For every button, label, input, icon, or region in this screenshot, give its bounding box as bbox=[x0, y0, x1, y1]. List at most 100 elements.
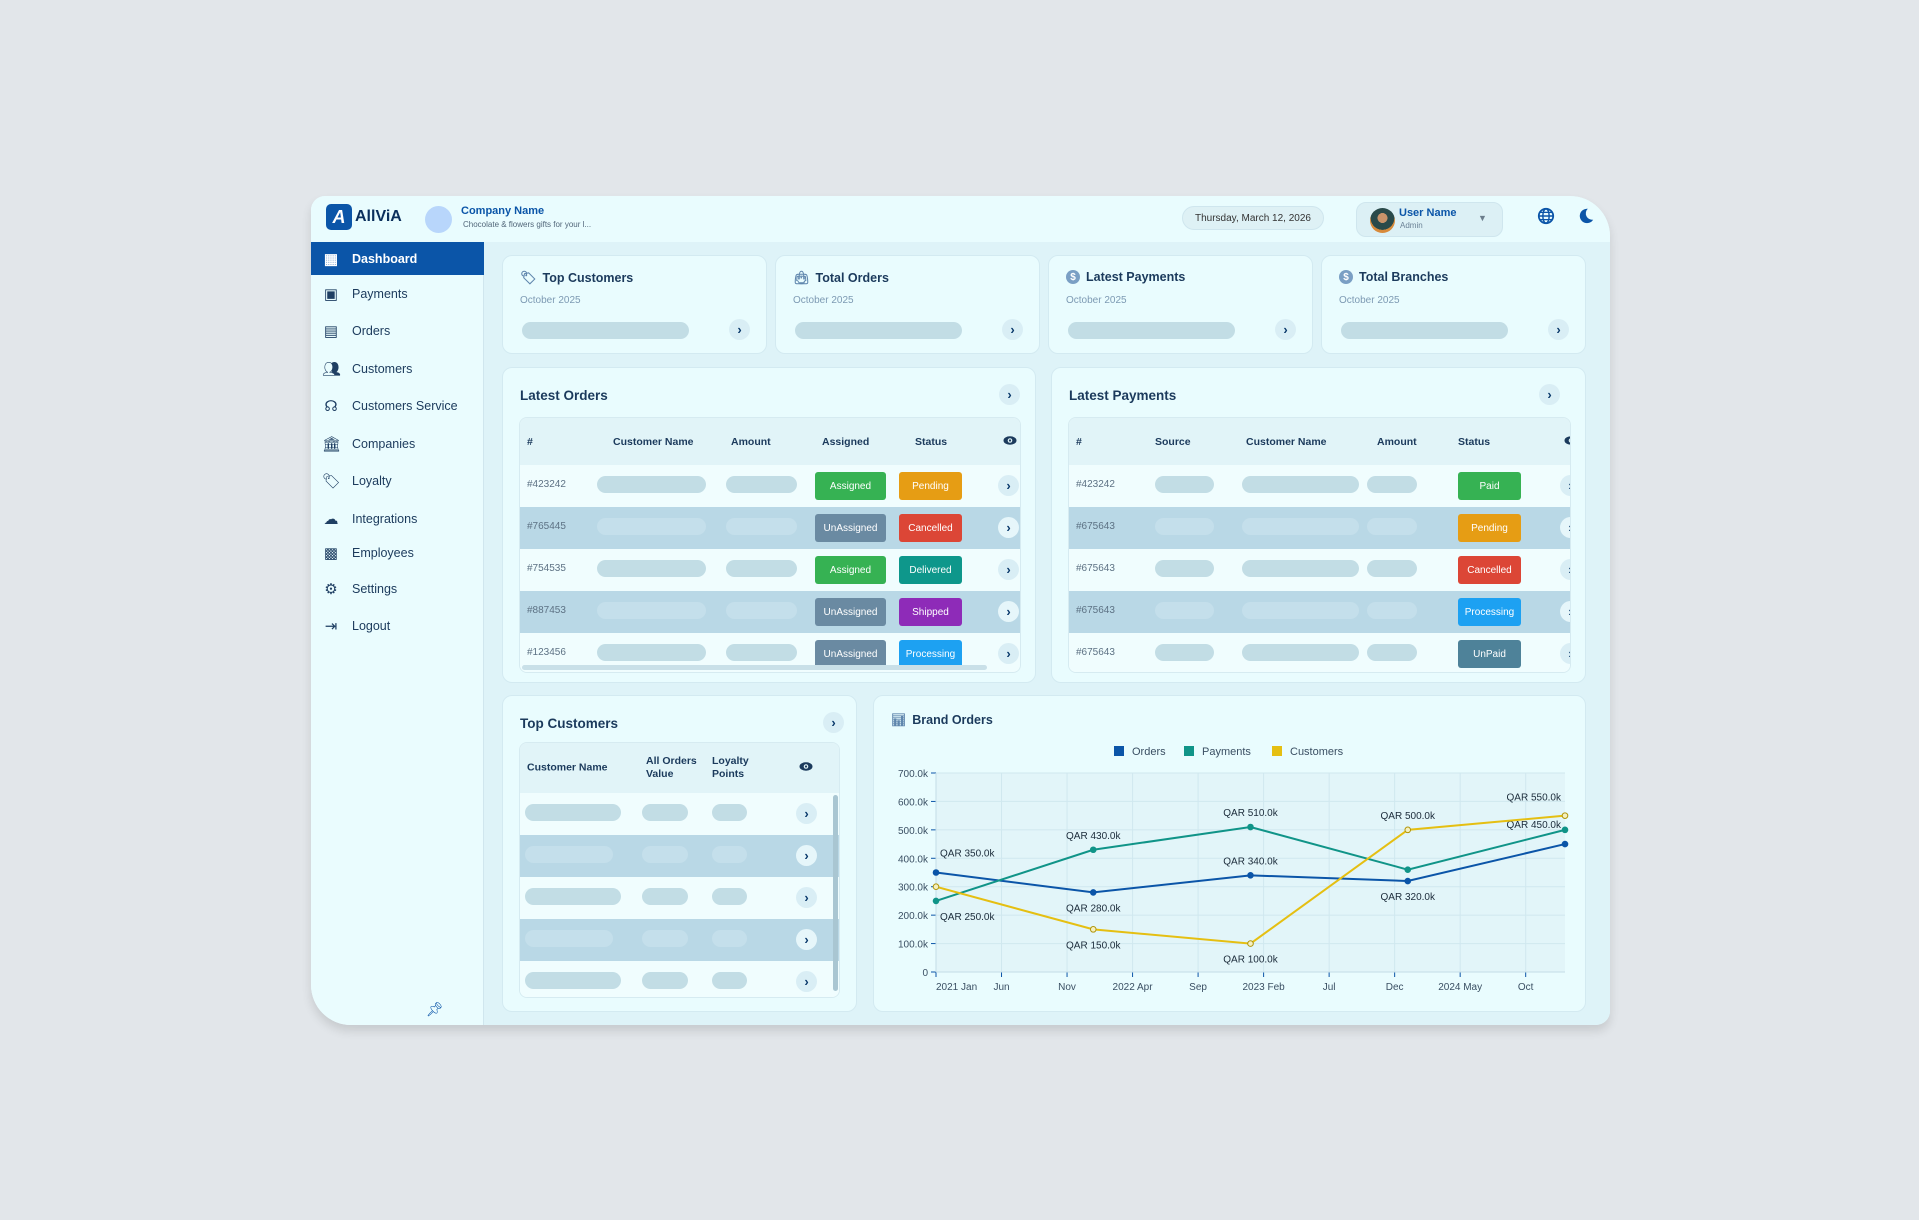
stat-card-open-button[interactable]: › bbox=[1275, 319, 1296, 340]
row-open-button[interactable]: › bbox=[796, 971, 817, 992]
stat-title-text: Total Branches bbox=[1359, 270, 1449, 284]
globe-icon[interactable] bbox=[1537, 207, 1555, 230]
row-open-button[interactable]: › bbox=[796, 929, 817, 950]
moon-icon[interactable] bbox=[1577, 207, 1595, 230]
orders-value-placeholder bbox=[642, 972, 688, 989]
sidebar-item-integrations[interactable]: ☁ Integrations bbox=[311, 500, 484, 537]
table-row[interactable]: › bbox=[520, 793, 839, 835]
panel-title: Latest Orders bbox=[520, 388, 608, 403]
assigned-badge: UnAssigned bbox=[815, 640, 886, 668]
row-open-button[interactable]: › bbox=[998, 601, 1019, 622]
table-row[interactable]: #423242 Assigned Pending › bbox=[520, 465, 1020, 507]
orders-icon: ▤ bbox=[323, 322, 339, 340]
column-header[interactable]: Status bbox=[1458, 435, 1491, 448]
pin-icon[interactable]: 📌︎ bbox=[426, 1001, 444, 1017]
stat-value-placeholder bbox=[795, 322, 962, 339]
customer-name-placeholder bbox=[525, 804, 621, 821]
table-row[interactable]: #675643 UnPaid › bbox=[1069, 633, 1570, 672]
panel-title: Latest Payments bbox=[1069, 388, 1177, 403]
sidebar-item-loyalty[interactable]: 🏷︎ Loyalty bbox=[311, 462, 484, 499]
brand-orders-panel: 📊︎ Brand Orders Orders Payments Customers 0 10… bbox=[873, 695, 1586, 1012]
sidebar-item-payments[interactable]: ▣ Payments bbox=[311, 275, 484, 312]
current-date: Thursday, March 12, 2026 bbox=[1182, 206, 1324, 230]
sidebar-item-settings[interactable]: ⚙ Settings bbox=[311, 570, 484, 607]
legend-label: Orders bbox=[1132, 746, 1166, 758]
sidebar-item-customers-service[interactable]: ☊ Customers Service bbox=[311, 387, 484, 424]
eye-icon[interactable] bbox=[1003, 435, 1017, 448]
stat-card-open-button[interactable]: › bbox=[729, 319, 750, 340]
stat-card-open-button[interactable]: › bbox=[1002, 319, 1023, 340]
table-row[interactable]: › bbox=[520, 877, 839, 919]
column-header[interactable]: Customer Name bbox=[1246, 435, 1327, 448]
column-header[interactable]: Loyalty Points bbox=[712, 755, 749, 780]
sidebar-item-label: Companies bbox=[352, 436, 416, 451]
column-header[interactable]: Assigned bbox=[822, 435, 870, 448]
table-row[interactable]: › bbox=[520, 835, 839, 877]
customer-name-placeholder bbox=[525, 888, 621, 905]
row-open-button[interactable]: › bbox=[796, 845, 817, 866]
data-point-payments bbox=[1404, 866, 1412, 873]
row-open-button[interactable]: › bbox=[796, 887, 817, 908]
sidebar-item-customers[interactable]: 👥︎ Customers bbox=[311, 350, 484, 387]
column-header[interactable]: All Orders Value bbox=[646, 755, 697, 780]
row-open-button[interactable]: › bbox=[1560, 643, 1570, 664]
table-row[interactable]: #765445 UnAssigned Cancelled › bbox=[520, 507, 1020, 549]
row-open-button[interactable]: › bbox=[998, 559, 1019, 580]
sidebar-item-dashboard[interactable]: ▦ Dashboard bbox=[311, 242, 484, 275]
eye-icon[interactable] bbox=[799, 762, 813, 775]
row-open-button[interactable]: › bbox=[998, 475, 1019, 496]
sidebar-item-orders[interactable]: ▤ Orders bbox=[311, 312, 484, 349]
stat-period: October 2025 bbox=[520, 295, 581, 306]
column-header[interactable]: # bbox=[527, 435, 533, 448]
dollar-icon: $ bbox=[1339, 270, 1353, 284]
row-open-button[interactable]: › bbox=[1560, 601, 1570, 622]
row-open-button[interactable]: › bbox=[1560, 475, 1570, 496]
table-row[interactable]: #887453 UnAssigned Shipped › bbox=[520, 591, 1020, 633]
column-header[interactable]: Source bbox=[1155, 435, 1191, 448]
table-row[interactable]: #423242 Paid › bbox=[1069, 465, 1570, 507]
amount-placeholder bbox=[726, 518, 797, 535]
table-row[interactable]: #754535 Assigned Delivered › bbox=[520, 549, 1020, 591]
sidebar-item-label: Employees bbox=[352, 545, 414, 560]
column-header[interactable]: Amount bbox=[1377, 435, 1417, 448]
horizontal-scrollbar[interactable] bbox=[522, 665, 987, 670]
eye-icon[interactable] bbox=[1564, 435, 1570, 448]
legend-label: Payments bbox=[1202, 746, 1251, 758]
table-row[interactable]: #675643 Cancelled › bbox=[1069, 549, 1570, 591]
order-id: #765445 bbox=[527, 521, 566, 532]
row-open-button[interactable]: › bbox=[1560, 517, 1570, 538]
logo[interactable]: A AllViA bbox=[326, 204, 402, 230]
table-row[interactable]: › bbox=[520, 919, 839, 961]
line-chart: Orders Payments Customers 0 100.0k 200.0k 300.… bbox=[898, 746, 1569, 993]
column-header[interactable]: Customer Name bbox=[613, 435, 694, 448]
order-id: #754535 bbox=[527, 563, 566, 574]
data-label: QAR 100.0k bbox=[1223, 955, 1278, 966]
panel-open-button[interactable]: › bbox=[1539, 384, 1560, 405]
y-tick-label: 200.0k bbox=[898, 911, 929, 922]
table-row[interactable]: › bbox=[520, 961, 839, 997]
sidebar: ▦ Dashboard ▣ Payments ▤ Orders 👥︎ Customers ☊ Cu… bbox=[311, 242, 484, 1025]
sidebar-item-companies[interactable]: 🏛︎ Companies bbox=[311, 425, 484, 462]
column-header[interactable]: Amount bbox=[731, 435, 771, 448]
panel-open-button[interactable]: › bbox=[999, 384, 1020, 405]
customer-name-placeholder bbox=[1242, 476, 1359, 493]
column-header[interactable]: # bbox=[1076, 435, 1082, 448]
y-tick-label: 100.0k bbox=[898, 940, 929, 951]
row-open-button[interactable]: › bbox=[1560, 559, 1570, 580]
row-open-button[interactable]: › bbox=[998, 643, 1019, 664]
column-header[interactable]: Status bbox=[915, 435, 948, 448]
panel-open-button[interactable]: › bbox=[823, 712, 844, 733]
amount-placeholder bbox=[1367, 518, 1417, 535]
sidebar-item-logout[interactable]: ⇥ Logout bbox=[311, 607, 484, 644]
stat-card-open-button[interactable]: › bbox=[1548, 319, 1569, 340]
user-menu[interactable]: User Name Admin ▼ bbox=[1356, 202, 1503, 237]
y-tick-label: 0 bbox=[922, 968, 928, 979]
data-point-orders bbox=[1089, 889, 1097, 896]
table-row[interactable]: #675643 Processing › bbox=[1069, 591, 1570, 633]
vertical-scrollbar[interactable] bbox=[833, 795, 838, 991]
sidebar-item-employees[interactable]: ▩ Employees bbox=[311, 534, 484, 571]
column-header[interactable]: Customer Name bbox=[527, 761, 608, 774]
table-row[interactable]: #675643 Pending › bbox=[1069, 507, 1570, 549]
row-open-button[interactable]: › bbox=[796, 803, 817, 824]
row-open-button[interactable]: › bbox=[998, 517, 1019, 538]
